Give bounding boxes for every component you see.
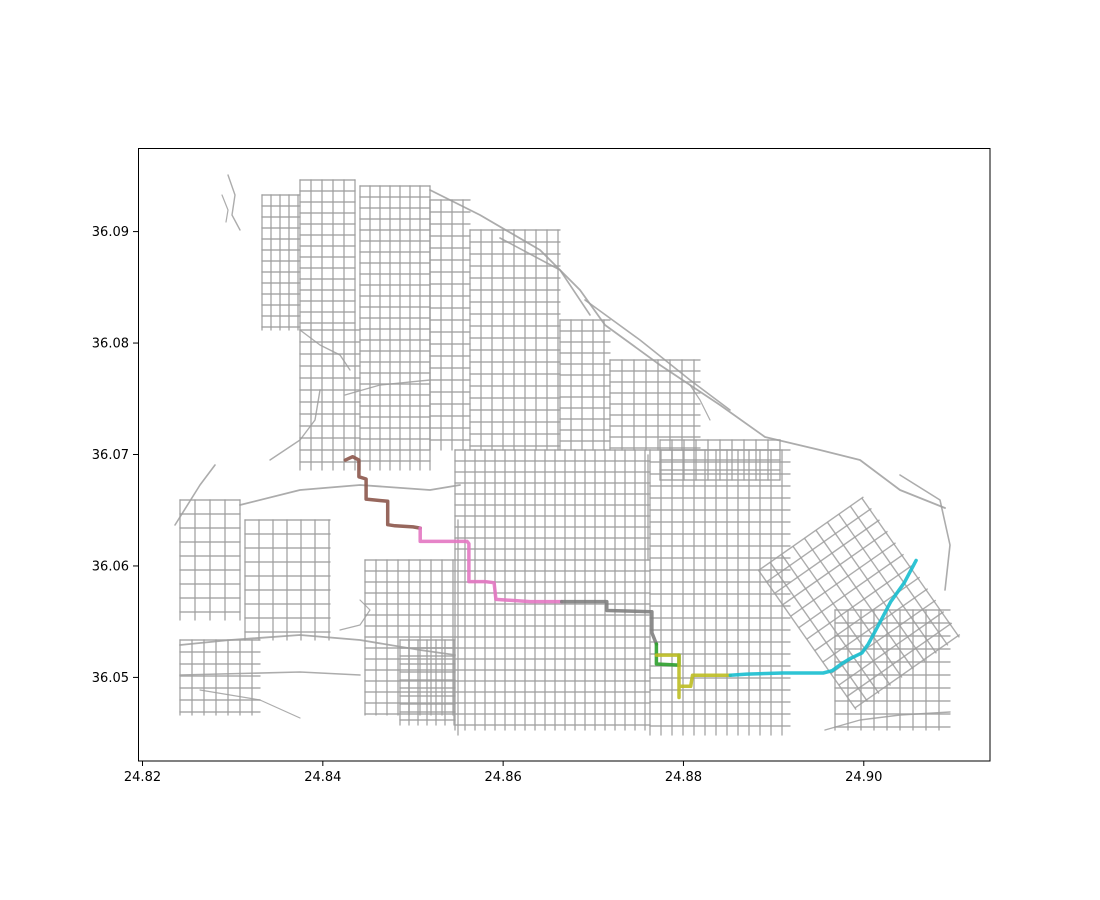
x-tick-label: 24.84 [304, 770, 341, 785]
route-segment-3 [559, 599, 659, 646]
street-segment [790, 542, 896, 617]
street-segment [814, 576, 921, 652]
route-segment-2 [418, 526, 564, 604]
street-segment [299, 329, 351, 371]
street-segment [899, 474, 951, 591]
x-tick-label: 24.82 [124, 770, 161, 785]
street-segment [689, 384, 711, 421]
street-segment [774, 519, 880, 594]
y-tick-label: 36.08 [92, 337, 129, 352]
x-axis: 24.82 24.84 24.86 24.88 24.90 [124, 761, 882, 785]
street-segment [269, 389, 321, 461]
street-segment [339, 599, 371, 631]
street-segment [798, 553, 904, 629]
street-segment [179, 634, 456, 656]
street-segment [199, 689, 301, 719]
street-segment [824, 711, 951, 731]
x-tick-label: 24.86 [485, 770, 522, 785]
y-axis: 36.05 36.06 36.07 36.08 36.09 [92, 225, 138, 686]
plot-area [174, 174, 961, 736]
route-segments [343, 454, 918, 700]
street-segment [782, 530, 888, 606]
y-tick-label: 36.07 [92, 448, 129, 463]
street-segment [221, 194, 229, 223]
y-tick-label: 36.05 [92, 671, 129, 686]
street-segment [758, 496, 864, 571]
route-segment-5 [654, 653, 733, 700]
route-segment-6 [728, 558, 918, 677]
street-segment [822, 588, 929, 663]
street-segment [239, 484, 461, 506]
street-segment [806, 565, 913, 640]
y-tick-label: 36.09 [92, 225, 129, 240]
axes-frame [138, 148, 991, 762]
street-segment [584, 299, 731, 411]
street-network [174, 174, 961, 736]
street-segment [846, 622, 953, 698]
street-segment [344, 379, 431, 396]
x-tick-label: 24.90 [845, 770, 882, 785]
street-segment [766, 507, 872, 583]
route-segment-1 [343, 454, 422, 530]
street-segment [227, 174, 241, 231]
x-tick-label: 24.88 [665, 770, 702, 785]
street-segment [499, 237, 591, 316]
street-segment [179, 671, 361, 676]
street-segment [838, 611, 945, 686]
street-segment [854, 633, 961, 709]
y-tick-label: 36.06 [92, 559, 129, 574]
rotated-street-grid [758, 496, 961, 711]
street-segment [174, 464, 216, 526]
